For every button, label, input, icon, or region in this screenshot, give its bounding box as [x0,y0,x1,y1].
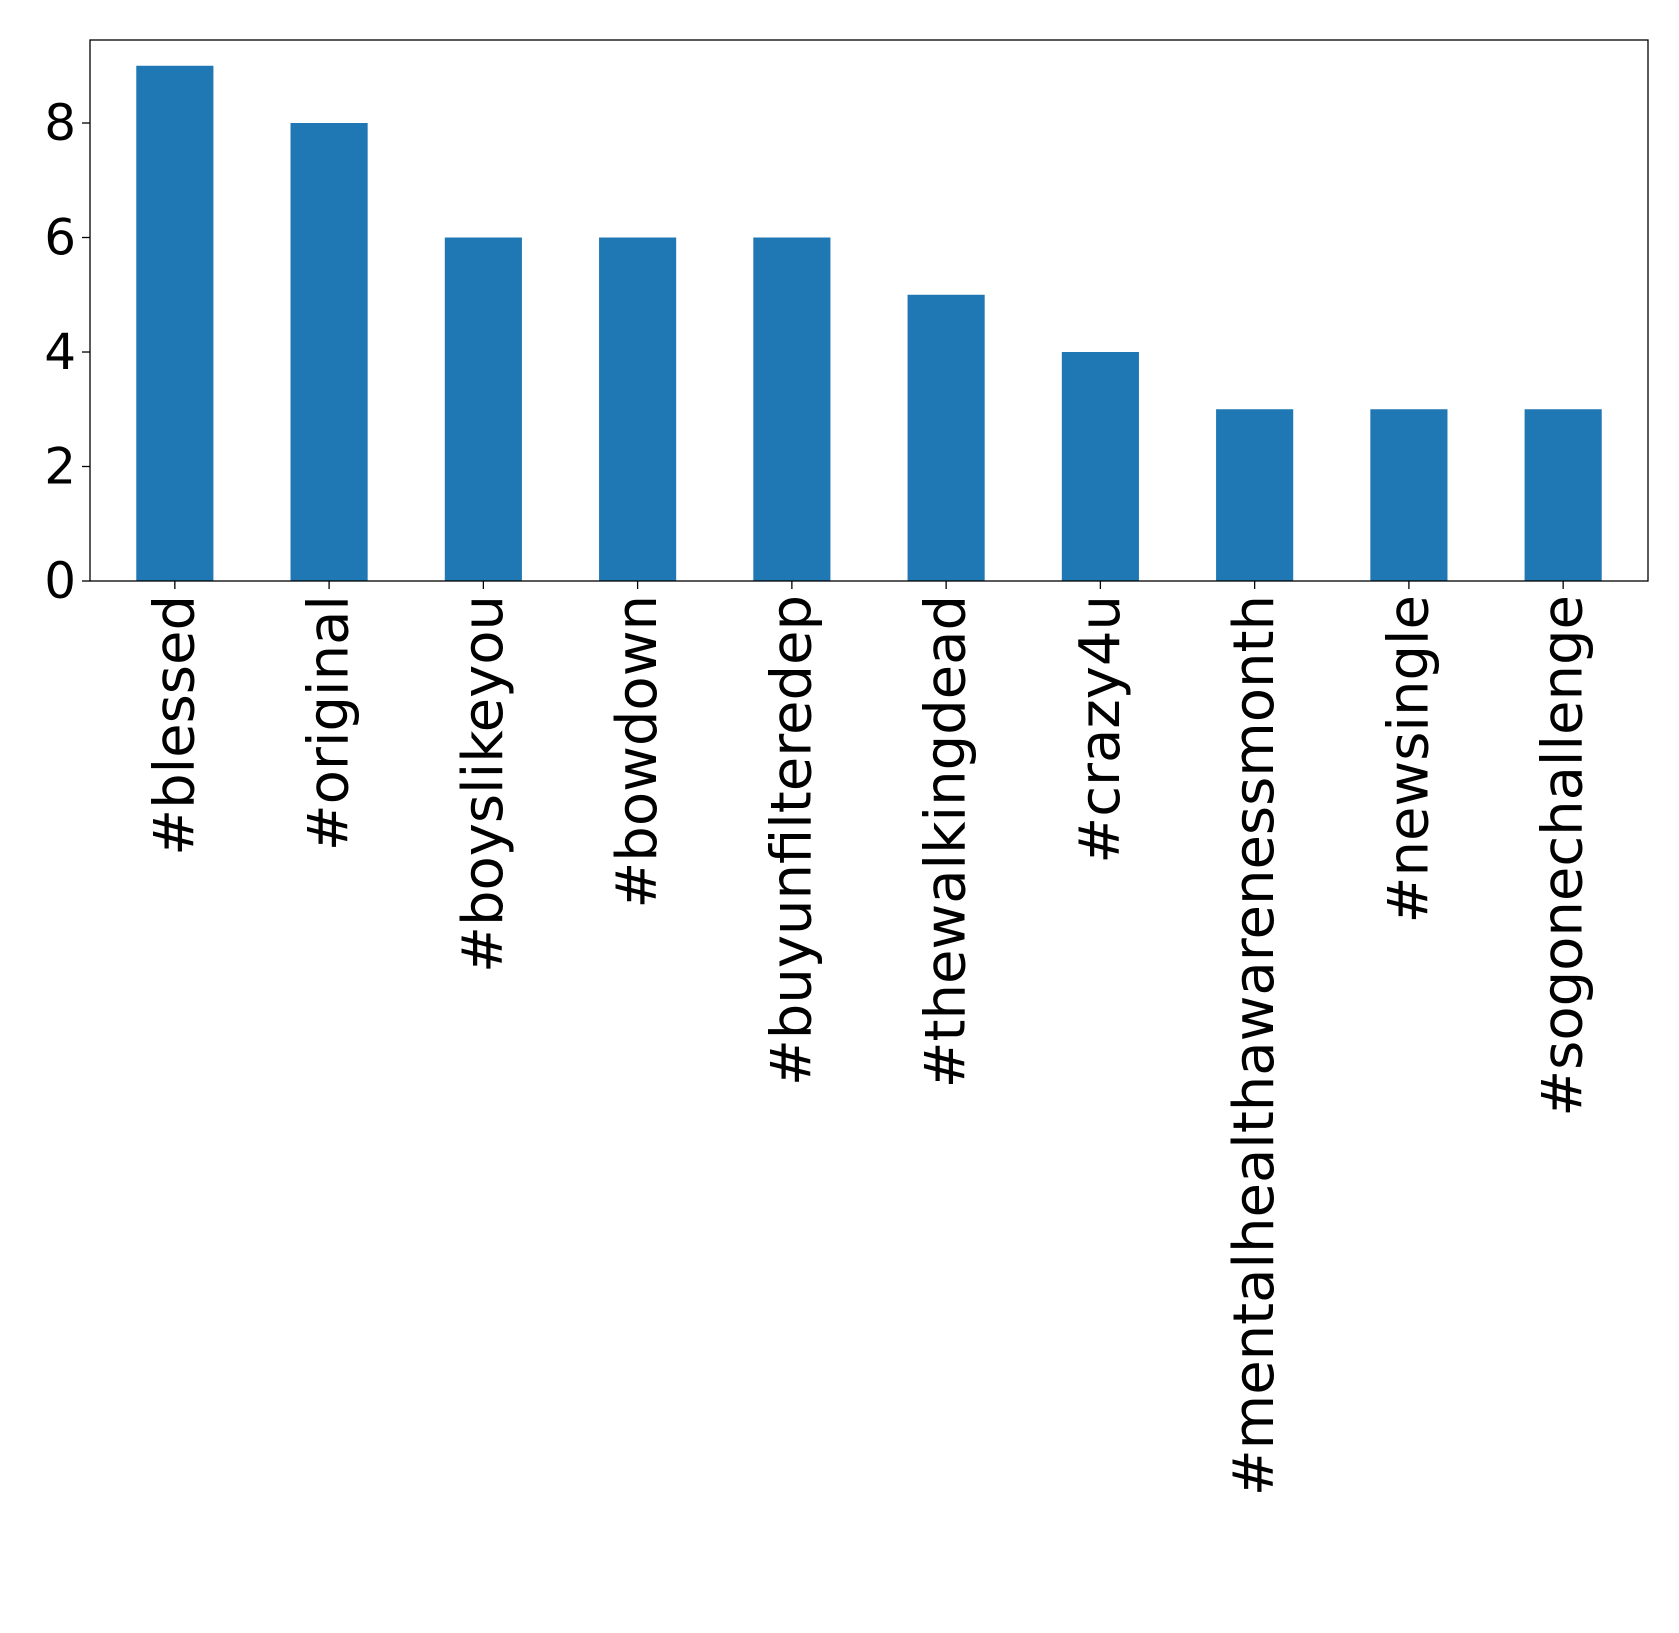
x-tick-label: #original [297,595,362,851]
y-tick-label: 4 [44,323,76,381]
x-tick-label: #newsingle [1376,595,1441,923]
x-tick-label: #mentalhealthawarenessmonth [1222,595,1287,1496]
x-tick-label: #thewalkingdead [914,595,979,1088]
bar-boyslikeyou [444,237,522,581]
bar-newsingle [1370,409,1448,581]
x-tick-label: #buyunfilteredep [759,595,824,1086]
y-tick-label: 0 [44,552,76,610]
bar-thewalkingdead [907,294,985,581]
bar-blessed [136,65,214,581]
x-tick-label: #bowdown [605,595,670,909]
bar-mentalhealthawarenessmonth [1216,409,1294,581]
bar-original [290,123,368,581]
y-tick-label: 8 [44,94,76,152]
plot-frame [89,39,1649,582]
x-tick-label: #boyslikeyou [451,595,516,973]
bar-buyunfilteredep [753,237,831,581]
bar-sogonechallenge [1524,409,1602,581]
y-tick-label: 2 [44,438,76,496]
x-axis: #blessed #original #boyslikeyou #bowdown #bu… [142,581,1596,1496]
bar-bowdown [599,237,677,581]
x-tick-label: #blessed [142,595,207,856]
y-axis: 0 2 4 6 8 [44,94,90,610]
bars-layer [136,65,1602,581]
y-tick-label: 6 [44,209,76,267]
bar-crazy4u [1061,352,1139,581]
x-tick-label: #crazy4u [1068,595,1133,864]
x-tick-label: #sogonechallenge [1531,595,1596,1117]
